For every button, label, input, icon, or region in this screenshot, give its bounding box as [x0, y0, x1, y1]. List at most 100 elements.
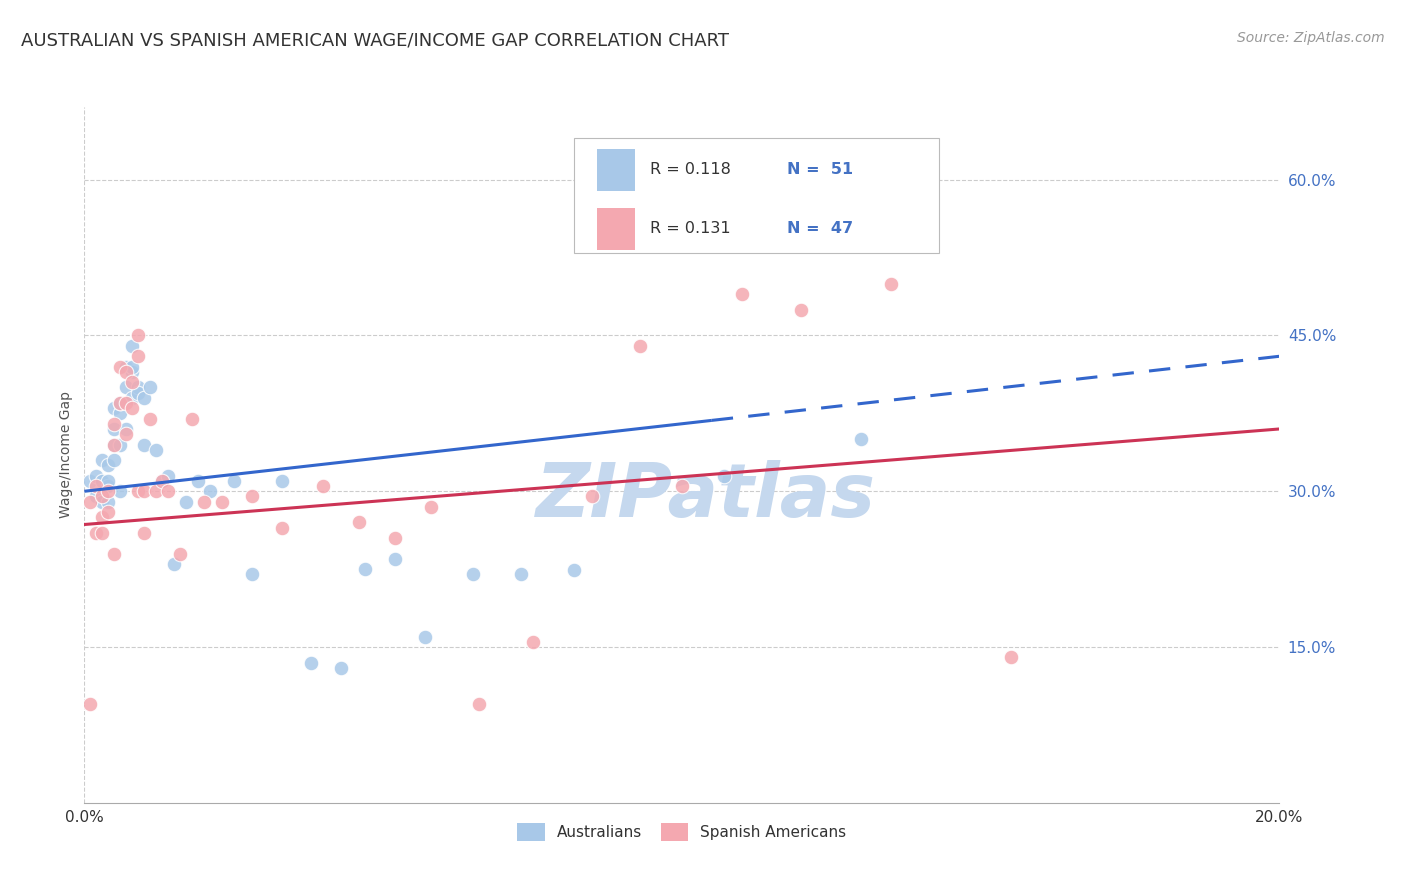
Point — [91, 525, 114, 540]
Point — [354, 562, 377, 576]
Text: N =  51: N = 51 — [787, 162, 853, 178]
Point — [157, 484, 180, 499]
Point — [97, 494, 120, 508]
Point — [121, 359, 143, 374]
Point — [132, 525, 156, 540]
Point — [509, 567, 531, 582]
Point — [211, 494, 233, 508]
Point — [312, 479, 335, 493]
Point — [193, 494, 215, 508]
Point — [121, 339, 143, 353]
Point — [240, 490, 263, 504]
Point — [103, 547, 125, 561]
Point — [115, 365, 138, 379]
Point — [384, 551, 406, 566]
Point — [461, 567, 484, 582]
Text: ZIPatlas: ZIPatlas — [536, 460, 876, 533]
Point — [121, 376, 143, 390]
Point — [127, 380, 149, 394]
Point — [127, 349, 149, 363]
Point — [103, 401, 125, 416]
Point — [103, 422, 125, 436]
Point — [132, 484, 156, 499]
Point — [157, 468, 180, 483]
Point — [127, 328, 149, 343]
Text: R = 0.131: R = 0.131 — [650, 221, 730, 236]
Point — [79, 697, 101, 711]
Point — [110, 437, 132, 451]
Point — [91, 474, 114, 488]
Point — [86, 490, 108, 504]
Point — [121, 401, 143, 416]
Point — [240, 567, 263, 582]
Point — [420, 500, 443, 514]
Point — [731, 287, 754, 301]
Point — [564, 563, 586, 577]
Point — [468, 697, 491, 711]
Point — [301, 656, 323, 670]
Point — [115, 380, 138, 394]
Point — [181, 411, 204, 425]
Point — [121, 391, 143, 405]
Point — [270, 520, 292, 534]
Point — [163, 557, 186, 571]
Point — [349, 516, 371, 530]
FancyBboxPatch shape — [598, 149, 636, 191]
Point — [623, 209, 645, 223]
Point — [115, 427, 138, 442]
Point — [110, 484, 132, 499]
Text: N =  47: N = 47 — [787, 221, 853, 236]
Text: R = 0.118: R = 0.118 — [650, 162, 731, 178]
Point — [86, 468, 108, 483]
Point — [222, 474, 245, 488]
Point — [110, 396, 132, 410]
Point — [150, 474, 173, 488]
Point — [103, 417, 125, 431]
Point — [522, 635, 544, 649]
Point — [671, 479, 693, 493]
Text: Source: ZipAtlas.com: Source: ZipAtlas.com — [1237, 31, 1385, 45]
Point — [97, 458, 120, 473]
Point — [851, 433, 873, 447]
Point — [97, 484, 120, 499]
Point — [97, 479, 120, 493]
Point — [628, 339, 651, 353]
Point — [103, 437, 125, 451]
Point — [110, 396, 132, 410]
Point — [86, 479, 108, 493]
Point — [103, 437, 125, 451]
Legend: Australians, Spanish Americans: Australians, Spanish Americans — [512, 816, 852, 847]
Point — [413, 630, 436, 644]
Point — [713, 468, 735, 483]
Point — [132, 437, 156, 451]
Point — [115, 422, 138, 436]
Point — [174, 494, 197, 508]
Y-axis label: Wage/Income Gap: Wage/Income Gap — [59, 392, 73, 518]
Point — [169, 547, 191, 561]
Point — [132, 391, 156, 405]
Point — [384, 531, 406, 545]
Point — [121, 365, 143, 379]
FancyBboxPatch shape — [575, 138, 939, 253]
Point — [790, 302, 813, 317]
Point — [86, 525, 108, 540]
Point — [1000, 650, 1022, 665]
Point — [270, 474, 292, 488]
Point — [79, 494, 101, 508]
Point — [91, 453, 114, 467]
Point — [115, 359, 138, 374]
Point — [79, 474, 101, 488]
Point — [97, 474, 120, 488]
Point — [145, 442, 167, 457]
Point — [198, 484, 221, 499]
Point — [145, 484, 167, 499]
Point — [330, 661, 353, 675]
Point — [139, 380, 162, 394]
FancyBboxPatch shape — [598, 208, 636, 250]
Point — [91, 490, 114, 504]
Point — [127, 484, 149, 499]
Point — [139, 411, 162, 425]
Point — [110, 359, 132, 374]
Point — [150, 474, 173, 488]
Point — [91, 494, 114, 508]
